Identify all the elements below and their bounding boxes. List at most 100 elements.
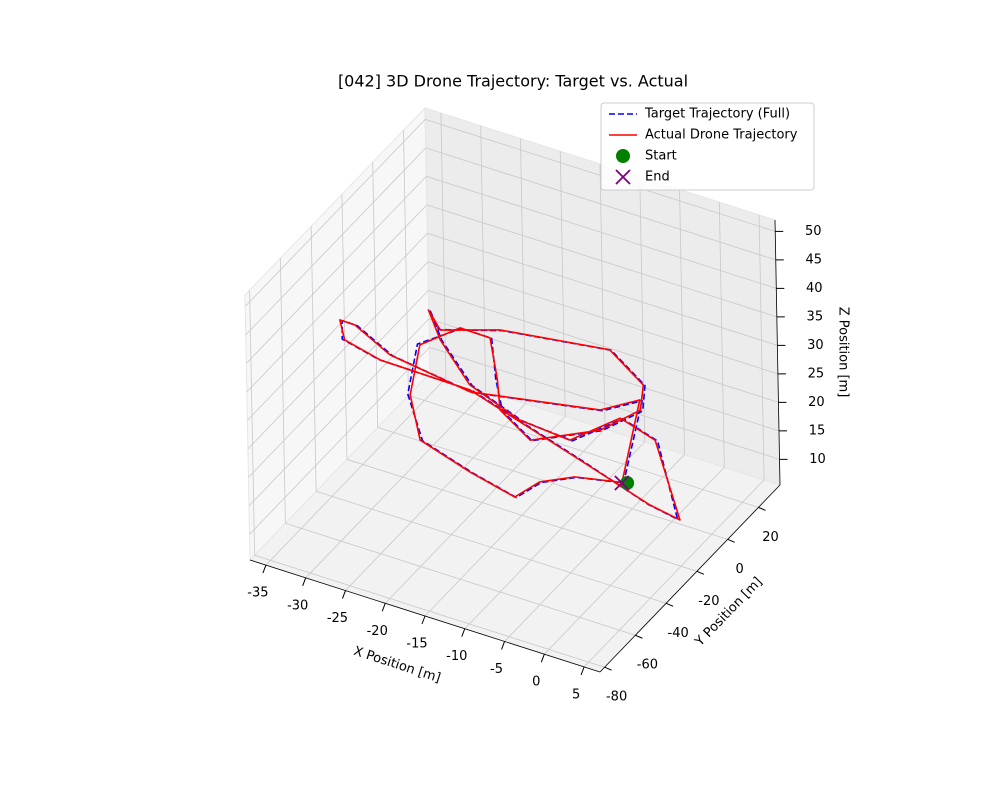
grid-line (425, 147, 776, 261)
grid-line (583, 479, 765, 668)
tick-mark (421, 615, 426, 625)
legend-label: Target Trajectory (Full) (644, 107, 790, 122)
grid-line (345, 403, 526, 591)
grid-line (427, 232, 778, 346)
grid-line (265, 377, 447, 566)
grid-line (464, 441, 646, 630)
grid-line (244, 119, 426, 307)
grid-line (341, 194, 348, 460)
grid-line (248, 290, 429, 478)
z-tick-label: 10 (809, 452, 826, 467)
z-tick-label: 20 (808, 395, 825, 410)
grid-line (285, 522, 636, 636)
grid-line (310, 226, 317, 492)
tick-mark (341, 590, 346, 599)
grid-line (384, 415, 566, 604)
z-tick-label: 30 (807, 338, 824, 353)
z-tick-label: 35 (807, 309, 824, 324)
grid-line (247, 261, 429, 450)
grid-line (247, 233, 428, 421)
y-tick-label: -60 (637, 658, 658, 673)
y-tick-label: 0 (736, 562, 744, 577)
tick-mark (635, 634, 643, 639)
grid-line (403, 130, 409, 396)
tick-mark (665, 602, 674, 607)
tick-mark (758, 506, 766, 511)
grid-line (249, 290, 256, 556)
legend-box (600, 102, 815, 191)
chart-title: [042] 3D Drone Trajectory: Target vs. Ac… (338, 72, 688, 91)
grid-line (246, 204, 428, 393)
tick-mark (302, 577, 307, 586)
grid-line (426, 204, 777, 318)
tick-mark (461, 628, 466, 637)
end-marker (614, 475, 630, 491)
y-tick-label: -80 (606, 690, 627, 705)
tick-mark (540, 654, 545, 663)
grid-line (305, 390, 486, 579)
grid-line (248, 318, 430, 507)
legend-label: Actual Drone Trajectory (645, 128, 798, 143)
y-axis-line (599, 484, 781, 673)
tick-mark (381, 603, 386, 612)
z-tick-label: 25 (808, 366, 825, 381)
trajectory-line (341, 309, 679, 521)
y-tick-label: 20 (762, 530, 779, 545)
grid-line (559, 151, 566, 417)
grid-line (520, 138, 526, 404)
tick-mark (262, 564, 267, 574)
grid-line (245, 147, 427, 336)
grid-line (424, 428, 606, 617)
grid-line (426, 176, 777, 289)
grid-line (429, 346, 780, 460)
x-tick-label: -5 (490, 662, 503, 677)
grid-line (427, 261, 779, 375)
grid-line (246, 176, 427, 364)
grid-line (346, 458, 698, 572)
z-tick-label: 45 (805, 252, 822, 267)
x-tick-label: -20 (367, 624, 388, 639)
legend-label: End (645, 170, 670, 185)
x-tick-label: -35 (247, 586, 268, 601)
trajectory-line (339, 309, 681, 521)
legend-swatch (615, 169, 631, 185)
grid-line (758, 214, 765, 480)
grid-line (679, 189, 685, 455)
grid-line (425, 119, 776, 232)
grid-line (249, 347, 430, 535)
z-tick-label: 40 (806, 281, 823, 296)
grid-line (544, 466, 725, 655)
tick-mark (580, 666, 585, 676)
y-tick-label: -40 (668, 626, 689, 641)
x-axis-label: X Position [m] (352, 644, 443, 686)
tick-mark (604, 666, 612, 671)
tick-mark (501, 641, 506, 650)
grid-line (279, 258, 286, 524)
grid-line (254, 554, 605, 668)
y-tick-label: -20 (698, 594, 719, 609)
z-axis-label: Z Position [m] (836, 307, 851, 398)
legend-label: Start (645, 149, 677, 164)
grid-line (599, 163, 606, 430)
grid-line (480, 125, 487, 391)
grid-line (718, 202, 725, 468)
x-tick-label: 5 (572, 687, 580, 702)
grid-line (377, 426, 728, 540)
grid-line (504, 454, 685, 642)
x-tick-label: -10 (446, 649, 467, 664)
start-marker (620, 475, 635, 490)
grid-line (428, 289, 779, 403)
legend-swatch (616, 149, 630, 163)
grid-line (408, 394, 759, 508)
tick-mark (727, 538, 735, 543)
z-tick-label: 15 (809, 423, 826, 438)
z-tick-label: 50 (805, 224, 822, 239)
x-tick-label: 0 (532, 675, 540, 690)
grid-line (316, 490, 667, 604)
tick-mark (696, 570, 705, 575)
grid-line (372, 162, 379, 428)
z-axis-line (774, 219, 781, 486)
x-tick-label: -30 (287, 598, 308, 613)
